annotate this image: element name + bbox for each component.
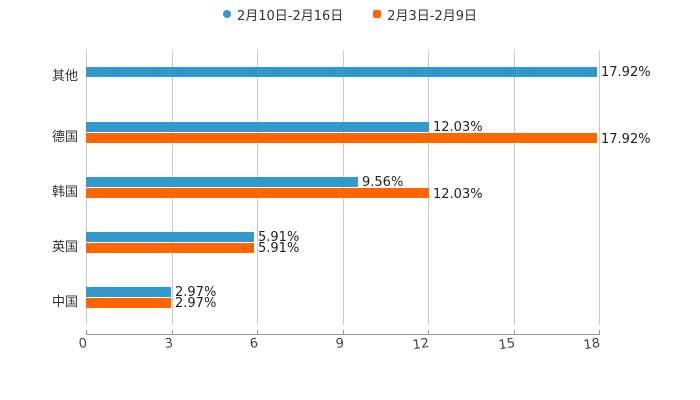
axis-tick xyxy=(86,330,87,335)
legend-label: 2月10日-2月16日 xyxy=(236,8,344,24)
legend-label: 2月3日-2月9日 xyxy=(387,8,478,24)
x-tick-label: 6 xyxy=(248,336,260,353)
chart-legend: 2月10日-2月16日 2月3日-2月9日 xyxy=(0,4,700,24)
category-label: 中国 xyxy=(51,295,78,310)
gridline xyxy=(172,50,173,325)
legend-marker-icon xyxy=(373,10,382,18)
legend-marker-icon xyxy=(222,10,231,18)
data-label: 9.56% xyxy=(362,175,404,190)
axis-tick xyxy=(343,330,344,335)
bar-series-1 xyxy=(86,188,429,198)
data-label: 2.97% xyxy=(175,285,217,300)
x-tick-label: 0 xyxy=(77,336,89,353)
legend-item-series-0[interactable]: 2月10日-2月16日 xyxy=(222,4,344,24)
bar-series-1 xyxy=(86,243,254,253)
x-tick-label: 12 xyxy=(411,336,431,354)
legend-item-series-1[interactable]: 2月3日-2月9日 xyxy=(373,4,477,24)
bar-series-1 xyxy=(86,298,171,308)
bar-series-0 xyxy=(86,122,429,132)
category-label: 韩国 xyxy=(51,185,78,200)
x-tick-label: 9 xyxy=(334,336,346,353)
data-label: 2.97% xyxy=(175,296,217,311)
gridline xyxy=(599,50,600,325)
bar-series-0 xyxy=(86,232,254,242)
data-label: 17.92% xyxy=(601,132,651,147)
data-label: 12.03% xyxy=(433,120,483,135)
x-tick-label: 15 xyxy=(497,336,517,354)
axis-tick xyxy=(172,330,173,335)
x-axis-line xyxy=(86,334,600,335)
bar-series-0 xyxy=(86,67,597,77)
data-label: 5.91% xyxy=(258,241,300,256)
axis-tick xyxy=(514,330,515,335)
category-label: 德国 xyxy=(51,130,78,145)
gridline xyxy=(343,50,344,325)
x-tick-label: 18 xyxy=(582,336,602,354)
gridline xyxy=(86,50,87,325)
bar-series-1 xyxy=(86,133,597,143)
gridline xyxy=(514,50,515,325)
axis-tick xyxy=(428,330,429,335)
category-label: 英国 xyxy=(51,240,78,255)
data-label: 12.03% xyxy=(433,187,483,202)
category-label: 其他 xyxy=(51,69,78,84)
gridline xyxy=(428,50,429,325)
bar-series-0 xyxy=(86,287,171,297)
bar-series-0 xyxy=(86,177,358,187)
axis-tick xyxy=(257,330,258,335)
data-label: 5.91% xyxy=(258,230,300,245)
gridline xyxy=(257,50,258,325)
axis-tick xyxy=(599,330,600,335)
data-label: 17.92% xyxy=(601,65,651,80)
x-tick-label: 3 xyxy=(163,336,175,353)
